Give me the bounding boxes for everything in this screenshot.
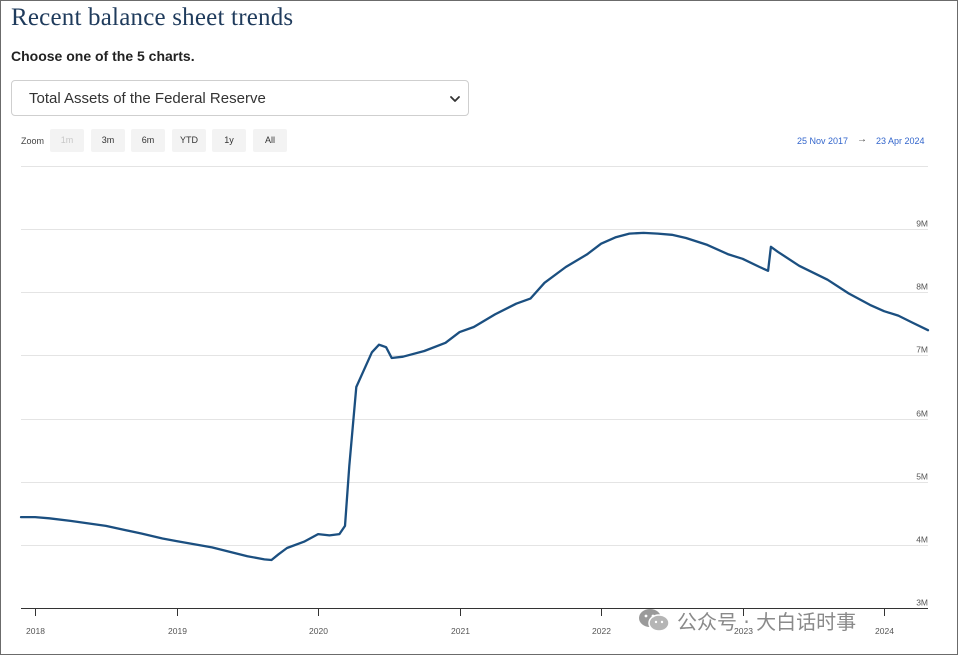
- watermark-text: 公众号 · 大白话时事: [677, 609, 857, 634]
- y-tick-label: 3M: [916, 598, 928, 608]
- range-to-date[interactable]: 23 Apr 2024: [876, 136, 925, 146]
- range-from-date[interactable]: 25 Nov 2017: [797, 136, 849, 146]
- x-tick-label: 2018: [26, 626, 45, 636]
- chevron-down-icon: [450, 96, 460, 102]
- y-tick-label: 8M: [916, 282, 928, 292]
- zoom-all-button[interactable]: All: [253, 129, 287, 152]
- x-tick-label: 2023: [734, 626, 753, 636]
- zoom-ytd-button[interactable]: YTD: [172, 129, 206, 152]
- y-tick-label: 9M: [916, 219, 928, 229]
- zoom-1y-button[interactable]: 1y: [212, 129, 246, 152]
- zoom-6m-button[interactable]: 6m: [131, 129, 165, 152]
- zoom-label: Zoom: [21, 136, 45, 146]
- series-line: [19, 231, 930, 562]
- zoom-1m-button[interactable]: 1m: [50, 129, 84, 152]
- watermark: 公众号 · 大白话时事: [637, 605, 856, 635]
- wechat-icon: [639, 609, 670, 632]
- range-arrow: →: [857, 134, 867, 145]
- zoom-3m-button[interactable]: 3m: [91, 129, 125, 152]
- x-tick-label: 2019: [168, 626, 187, 636]
- y-tick-label: 5M: [916, 472, 928, 482]
- chart-select-dropdown[interactable]: Total Assets of the Federal Reserve: [11, 80, 469, 116]
- x-tick-label: 2022: [592, 626, 611, 636]
- chart-select-value: Total Assets of the Federal Reserve: [29, 90, 266, 107]
- y-tick-label: 6M: [916, 409, 928, 419]
- chart-chooser-prompt: Choose one of the 5 charts.: [11, 48, 195, 64]
- x-tick-label: 2020: [309, 626, 328, 636]
- x-tick-label: 2021: [451, 626, 470, 636]
- y-tick-label: 7M: [916, 345, 928, 355]
- page-title: Recent balance sheet trends: [11, 4, 294, 31]
- y-tick-label: 4M: [916, 535, 928, 545]
- x-tick-label: 2024: [875, 626, 894, 636]
